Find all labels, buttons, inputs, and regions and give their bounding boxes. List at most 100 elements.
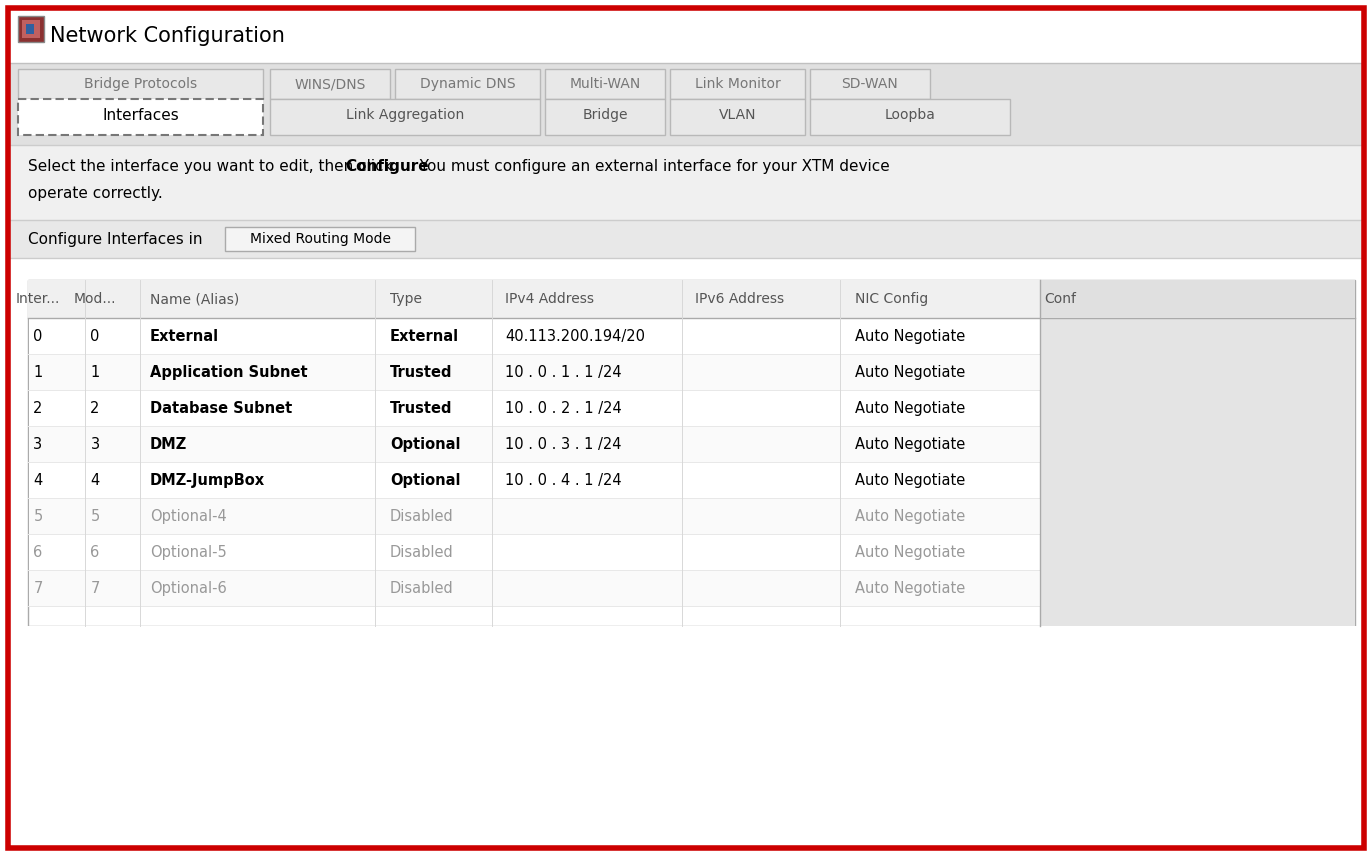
Text: Mod...: Mod... [74, 292, 117, 306]
Bar [18, 69, 263, 99]
Text: Configure Interfaces in: Configure Interfaces in [27, 232, 203, 246]
Bar [8, 220, 1364, 258]
Text: 3: 3 [91, 437, 100, 451]
Text: Disabled: Disabled [390, 509, 454, 523]
Text: Optional-6: Optional-6 [150, 581, 226, 595]
Text: Link Aggregation: Link Aggregation [346, 108, 464, 122]
Text: Multi-WAN: Multi-WAN [569, 77, 641, 91]
Text: External: External [150, 328, 220, 344]
Text: 7: 7 [33, 581, 43, 595]
Text: DMZ-JumpBox: DMZ-JumpBox [150, 473, 265, 487]
Text: Link Monitor: Link Monitor [694, 77, 781, 91]
Text: SD-WAN: SD-WAN [841, 77, 899, 91]
Text: 10 . 0 . 4 . 1 /24: 10 . 0 . 4 . 1 /24 [505, 473, 622, 487]
Bar [27, 280, 1356, 318]
Text: Auto Negotiate: Auto Negotiate [855, 364, 966, 380]
Text: Auto Negotiate: Auto Negotiate [855, 400, 966, 416]
Text: 2: 2 [33, 400, 43, 416]
Text: 0: 0 [91, 328, 100, 344]
Text: IPv4 Address: IPv4 Address [505, 292, 594, 306]
Text: External: External [390, 328, 460, 344]
Bar [29, 570, 1039, 606]
Text: Auto Negotiate: Auto Negotiate [855, 437, 966, 451]
Text: DMZ: DMZ [150, 437, 187, 451]
Text: 6: 6 [33, 545, 43, 559]
Text: Disabled: Disabled [390, 545, 454, 559]
Text: Optional-4: Optional-4 [150, 509, 226, 523]
Bar [29, 534, 1039, 570]
Bar [545, 69, 665, 99]
Text: Auto Negotiate: Auto Negotiate [855, 473, 966, 487]
Text: Name (Alias): Name (Alias) [150, 292, 239, 306]
Text: VLAN: VLAN [719, 108, 756, 122]
Text: Conf: Conf [1044, 292, 1076, 306]
Text: Optional-5: Optional-5 [150, 545, 226, 559]
Text: Select the interface you want to edit, then click: Select the interface you want to edit, t… [27, 160, 398, 174]
Bar [670, 69, 805, 99]
Bar [27, 280, 1356, 626]
Text: Network Configuration: Network Configuration [49, 26, 285, 45]
Text: Dynamic DNS: Dynamic DNS [420, 77, 516, 91]
Text: 7: 7 [91, 581, 100, 595]
Text: 1: 1 [33, 364, 43, 380]
Text: 40.113.200.194/20: 40.113.200.194/20 [505, 328, 645, 344]
Text: Configure: Configure [346, 160, 429, 174]
Text: Inter...: Inter... [16, 292, 60, 306]
Bar [18, 99, 263, 135]
Text: IPv6 Address: IPv6 Address [696, 292, 785, 306]
Text: 4: 4 [33, 473, 43, 487]
Bar [270, 99, 541, 135]
Bar [1040, 280, 1356, 626]
Bar [26, 24, 34, 34]
Text: Trusted: Trusted [390, 364, 453, 380]
Text: 5: 5 [33, 509, 43, 523]
Text: Trusted: Trusted [390, 400, 453, 416]
Text: 10 . 0 . 1 . 1 /24: 10 . 0 . 1 . 1 /24 [505, 364, 622, 380]
Text: Optional: Optional [390, 473, 461, 487]
Bar [10, 626, 1362, 846]
Text: Loopba: Loopba [885, 108, 936, 122]
Text: NIC Config: NIC Config [855, 292, 929, 306]
Text: 5: 5 [91, 509, 100, 523]
Text: 3: 3 [33, 437, 43, 451]
Text: Type: Type [390, 292, 423, 306]
Bar [395, 69, 541, 99]
Bar [29, 498, 1039, 534]
Bar [29, 354, 1039, 390]
Bar [22, 20, 40, 38]
Text: 10 . 0 . 2 . 1 /24: 10 . 0 . 2 . 1 /24 [505, 400, 622, 416]
Text: Auto Negotiate: Auto Negotiate [855, 581, 966, 595]
Text: Mixed Routing Mode: Mixed Routing Mode [250, 232, 391, 246]
Bar [29, 318, 1039, 354]
Bar [18, 16, 44, 42]
Bar [8, 63, 1364, 145]
Text: Interfaces: Interfaces [102, 108, 178, 122]
Text: . You must configure an external interface for your XTM device: . You must configure an external interfa… [410, 160, 890, 174]
Text: 0: 0 [33, 328, 43, 344]
Text: 4: 4 [91, 473, 100, 487]
Text: Optional: Optional [390, 437, 461, 451]
Bar [545, 99, 665, 135]
Text: 1: 1 [91, 364, 100, 380]
Text: Auto Negotiate: Auto Negotiate [855, 509, 966, 523]
Bar [809, 99, 1010, 135]
Text: operate correctly.: operate correctly. [27, 186, 163, 201]
Bar [8, 145, 1364, 220]
Text: Application Subnet: Application Subnet [150, 364, 307, 380]
Text: 6: 6 [91, 545, 100, 559]
Bar [29, 390, 1039, 426]
Bar [270, 69, 390, 99]
Text: 10 . 0 . 3 . 1 /24: 10 . 0 . 3 . 1 /24 [505, 437, 622, 451]
Bar [809, 69, 930, 99]
Text: Bridge: Bridge [582, 108, 628, 122]
Bar [29, 462, 1039, 498]
Text: Bridge Protocols: Bridge Protocols [84, 77, 198, 91]
Text: Auto Negotiate: Auto Negotiate [855, 328, 966, 344]
Text: Database Subnet: Database Subnet [150, 400, 292, 416]
Text: Auto Negotiate: Auto Negotiate [855, 545, 966, 559]
Bar [1040, 280, 1356, 318]
Bar [8, 8, 1364, 63]
Bar [29, 426, 1039, 462]
Text: WINS/DNS: WINS/DNS [295, 77, 366, 91]
Text: Disabled: Disabled [390, 581, 454, 595]
